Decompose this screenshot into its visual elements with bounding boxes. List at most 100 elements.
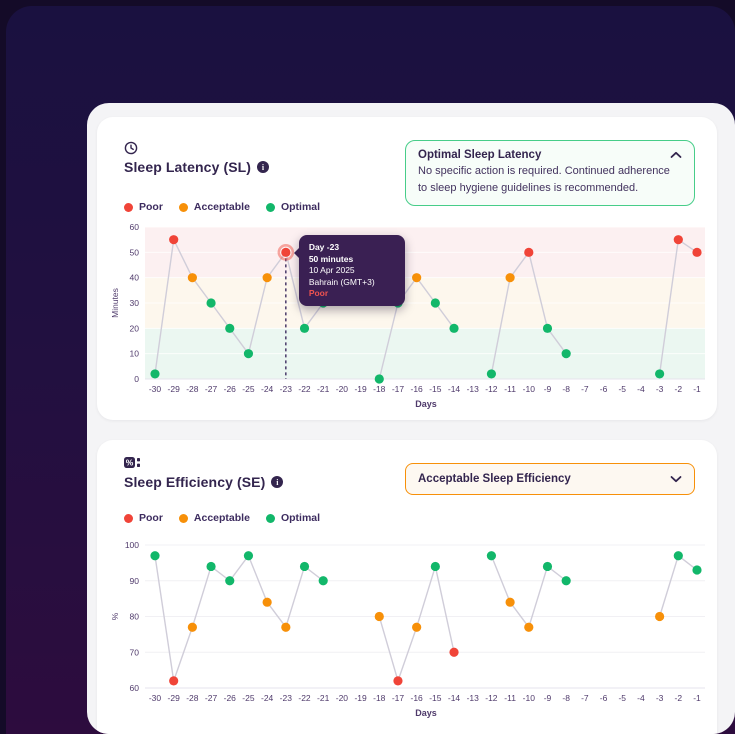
svg-text:-19: -19 [354, 384, 367, 394]
data-point[interactable] [299, 323, 310, 333]
data-point[interactable] [673, 551, 683, 561]
data-point[interactable] [262, 273, 272, 283]
data-point[interactable] [281, 247, 291, 257]
svg-text:-18: -18 [373, 693, 386, 703]
svg-text:80: 80 [130, 612, 140, 622]
data-point[interactable] [262, 597, 272, 607]
data-point[interactable] [299, 561, 310, 572]
data-point[interactable] [150, 551, 160, 561]
data-point[interactable] [430, 561, 440, 572]
svg-text:-4: -4 [637, 384, 645, 394]
svg-text:-30: -30 [149, 384, 162, 394]
data-point[interactable] [505, 273, 515, 283]
svg-text:-27: -27 [205, 693, 218, 703]
svg-text:-20: -20 [336, 384, 349, 394]
svg-text:-29: -29 [168, 693, 181, 703]
data-point[interactable] [281, 622, 291, 632]
sleep-latency-status-panel[interactable]: Optimal Sleep Latency No specific action… [405, 140, 695, 206]
optimal-dot-icon [265, 513, 275, 523]
sleep-efficiency-title: Sleep Efficiency (SE) i [124, 474, 284, 490]
card-title-text: Sleep Efficiency (SE) [124, 474, 266, 490]
svg-text:-8: -8 [562, 693, 570, 703]
data-point[interactable] [374, 611, 384, 622]
acceptable-dot-icon [178, 202, 188, 212]
data-point[interactable] [374, 374, 384, 384]
data-point[interactable] [169, 235, 179, 245]
data-point[interactable] [412, 273, 422, 283]
svg-text:-11: -11 [504, 384, 516, 394]
tooltip-timezone: Bahrain (GMT+3) [308, 276, 375, 287]
legend-item-poor[interactable]: Poor [124, 512, 163, 524]
svg-text:-27: -27 [205, 384, 218, 394]
legend-item-acceptable[interactable]: Acceptable [178, 512, 250, 524]
clock-icon [124, 141, 138, 155]
data-point[interactable] [150, 369, 160, 379]
tooltip-status: Poor [308, 288, 329, 299]
data-point[interactable] [225, 576, 235, 586]
percent-badge-icon: % [124, 457, 140, 468]
data-point[interactable] [655, 611, 665, 622]
data-point[interactable] [206, 561, 216, 572]
data-point[interactable] [243, 349, 254, 359]
sleep-efficiency-dropdown[interactable]: Acceptable Sleep Efficiency [405, 463, 695, 495]
info-icon[interactable]: i [257, 161, 270, 173]
legend-item-poor[interactable]: Poor [124, 201, 163, 213]
data-point[interactable] [692, 565, 702, 575]
data-point[interactable] [187, 273, 197, 283]
data-point[interactable] [692, 247, 702, 257]
svg-text:-16: -16 [411, 693, 424, 703]
data-point[interactable] [505, 597, 515, 607]
data-point[interactable] [412, 622, 422, 632]
svg-text:-7: -7 [581, 693, 589, 703]
data-point[interactable] [393, 676, 403, 686]
data-point[interactable] [225, 323, 235, 333]
data-point[interactable] [524, 622, 534, 632]
data-point[interactable] [187, 622, 197, 632]
svg-text:-2: -2 [675, 384, 683, 394]
data-point[interactable] [169, 676, 179, 686]
svg-text:60: 60 [130, 222, 140, 232]
info-icon[interactable]: i [271, 476, 284, 488]
poor-dot-icon [124, 202, 133, 212]
svg-text:-2: -2 [675, 693, 683, 703]
data-point[interactable] [486, 551, 497, 561]
alert-body-text: No specific action is required. Continue… [418, 165, 670, 194]
svg-text:-28: -28 [186, 693, 199, 703]
svg-text:-18: -18 [373, 384, 386, 394]
data-point[interactable] [206, 298, 216, 308]
tooltip-date: 10 Apr 2025 [308, 265, 355, 276]
dropdown-selected-value: Acceptable Sleep Efficiency [418, 473, 571, 485]
data-point[interactable] [449, 323, 459, 333]
svg-text:Minutes: Minutes [110, 288, 120, 318]
svg-text:-1: -1 [693, 384, 701, 394]
legend-item-acceptable[interactable]: Acceptable [178, 201, 250, 213]
data-point[interactable] [561, 349, 571, 359]
sleep-latency-card: Sleep Latency (SL) i Optimal Sleep Laten… [97, 117, 717, 420]
svg-text:20: 20 [130, 323, 140, 333]
data-point[interactable] [524, 247, 534, 257]
data-point[interactable] [318, 576, 328, 586]
data-point[interactable] [486, 369, 497, 379]
se-legend: Poor Acceptable Optimal [124, 512, 320, 524]
data-point[interactable] [449, 647, 459, 657]
card-title-text: Sleep Latency (SL) [124, 159, 252, 175]
data-point[interactable] [542, 561, 553, 572]
svg-text:-14: -14 [448, 384, 461, 394]
legend-item-optimal[interactable]: Optimal [265, 512, 320, 524]
data-point[interactable] [561, 576, 571, 586]
data-point[interactable] [673, 235, 683, 245]
svg-text:-6: -6 [600, 384, 608, 394]
svg-text:-7: -7 [581, 384, 589, 394]
data-point[interactable] [655, 369, 665, 379]
data-point[interactable] [430, 298, 440, 308]
chevron-down-icon[interactable] [670, 475, 682, 483]
legend-item-optimal[interactable]: Optimal [265, 201, 320, 213]
svg-text:-22: -22 [298, 693, 311, 703]
chevron-up-icon[interactable] [670, 151, 682, 159]
svg-text:-8: -8 [562, 384, 570, 394]
data-point[interactable] [542, 323, 553, 333]
alert-title: Optimal Sleep Latency [418, 149, 542, 161]
svg-text:10: 10 [130, 349, 140, 359]
svg-text:-1: -1 [693, 693, 701, 703]
data-point[interactable] [243, 551, 254, 561]
